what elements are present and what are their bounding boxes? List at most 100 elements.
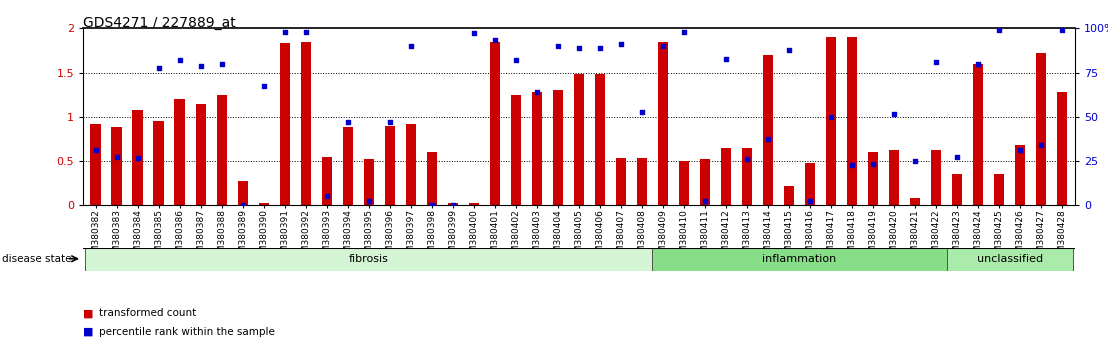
Text: disease state: disease state xyxy=(2,254,72,264)
Point xyxy=(696,198,714,204)
Point xyxy=(339,119,357,125)
Text: ■: ■ xyxy=(83,308,93,318)
Bar xyxy=(574,74,584,205)
Point xyxy=(150,65,167,71)
Point xyxy=(654,43,671,49)
Text: fibrosis: fibrosis xyxy=(349,254,389,264)
Point xyxy=(297,29,315,35)
Bar xyxy=(847,37,858,205)
Point xyxy=(276,29,294,35)
Point xyxy=(234,202,252,208)
Point xyxy=(1012,148,1029,153)
Point xyxy=(86,148,104,153)
Bar xyxy=(700,159,710,205)
Point xyxy=(738,156,756,162)
Point xyxy=(759,136,777,142)
Bar xyxy=(658,42,668,205)
Bar xyxy=(1015,145,1025,205)
Bar xyxy=(910,198,921,205)
Text: percentile rank within the sample: percentile rank within the sample xyxy=(99,327,275,337)
Bar xyxy=(553,90,563,205)
Point xyxy=(444,202,462,208)
Bar xyxy=(825,37,837,205)
Point xyxy=(822,114,840,120)
Bar xyxy=(490,42,500,205)
Bar xyxy=(216,95,227,205)
Bar xyxy=(931,149,942,205)
Point xyxy=(507,57,525,63)
Bar xyxy=(762,55,773,205)
Point xyxy=(906,158,924,164)
Point xyxy=(550,43,567,49)
Bar xyxy=(653,248,946,271)
Bar xyxy=(720,148,731,205)
Point xyxy=(864,161,882,167)
Bar xyxy=(616,158,626,205)
Point xyxy=(927,59,945,65)
Bar xyxy=(112,127,122,205)
Bar xyxy=(91,124,101,205)
Point xyxy=(991,27,1008,33)
Point xyxy=(486,37,504,43)
Point xyxy=(948,154,966,159)
Bar xyxy=(889,149,900,205)
Text: inflammation: inflammation xyxy=(762,254,837,264)
Text: transformed count: transformed count xyxy=(99,308,196,318)
Point xyxy=(843,163,861,169)
Bar xyxy=(154,121,164,205)
Bar xyxy=(237,181,248,205)
Bar xyxy=(427,152,438,205)
Point xyxy=(570,45,587,51)
Bar xyxy=(174,99,185,205)
Bar xyxy=(994,175,1004,205)
Point xyxy=(591,45,608,51)
Point xyxy=(633,110,650,115)
Text: ■: ■ xyxy=(83,327,93,337)
Bar xyxy=(637,158,647,205)
Point xyxy=(801,198,819,204)
Point xyxy=(529,89,546,95)
Text: GDS4271 / 227889_at: GDS4271 / 227889_at xyxy=(83,16,236,30)
Point xyxy=(255,83,273,89)
Bar xyxy=(363,159,375,205)
Bar xyxy=(741,148,752,205)
Point xyxy=(717,57,735,62)
Point xyxy=(402,43,420,49)
Point xyxy=(1033,142,1050,148)
Bar xyxy=(85,248,653,271)
Bar xyxy=(448,202,458,205)
Bar xyxy=(946,248,1073,271)
Point xyxy=(360,198,378,204)
Point xyxy=(780,48,798,53)
Point xyxy=(465,30,483,36)
Point xyxy=(318,194,336,199)
Bar xyxy=(279,44,290,205)
Point xyxy=(885,111,903,117)
Bar xyxy=(342,127,353,205)
Bar xyxy=(1036,53,1046,205)
Bar xyxy=(595,74,605,205)
Point xyxy=(171,57,188,63)
Bar xyxy=(532,92,542,205)
Point xyxy=(129,155,146,160)
Bar xyxy=(679,161,689,205)
Point xyxy=(970,61,987,67)
Point xyxy=(1054,27,1071,33)
Bar xyxy=(469,202,479,205)
Bar xyxy=(804,163,815,205)
Bar xyxy=(133,110,143,205)
Bar xyxy=(783,186,794,205)
Bar xyxy=(406,124,417,205)
Point xyxy=(423,202,441,208)
Bar xyxy=(195,104,206,205)
Bar xyxy=(973,64,984,205)
Point xyxy=(675,29,692,35)
Point xyxy=(192,64,209,69)
Bar xyxy=(300,42,311,205)
Point xyxy=(381,119,399,125)
Bar xyxy=(384,126,396,205)
Bar xyxy=(258,202,269,205)
Point xyxy=(612,41,629,47)
Text: unclassified: unclassified xyxy=(976,254,1043,264)
Bar xyxy=(321,156,332,205)
